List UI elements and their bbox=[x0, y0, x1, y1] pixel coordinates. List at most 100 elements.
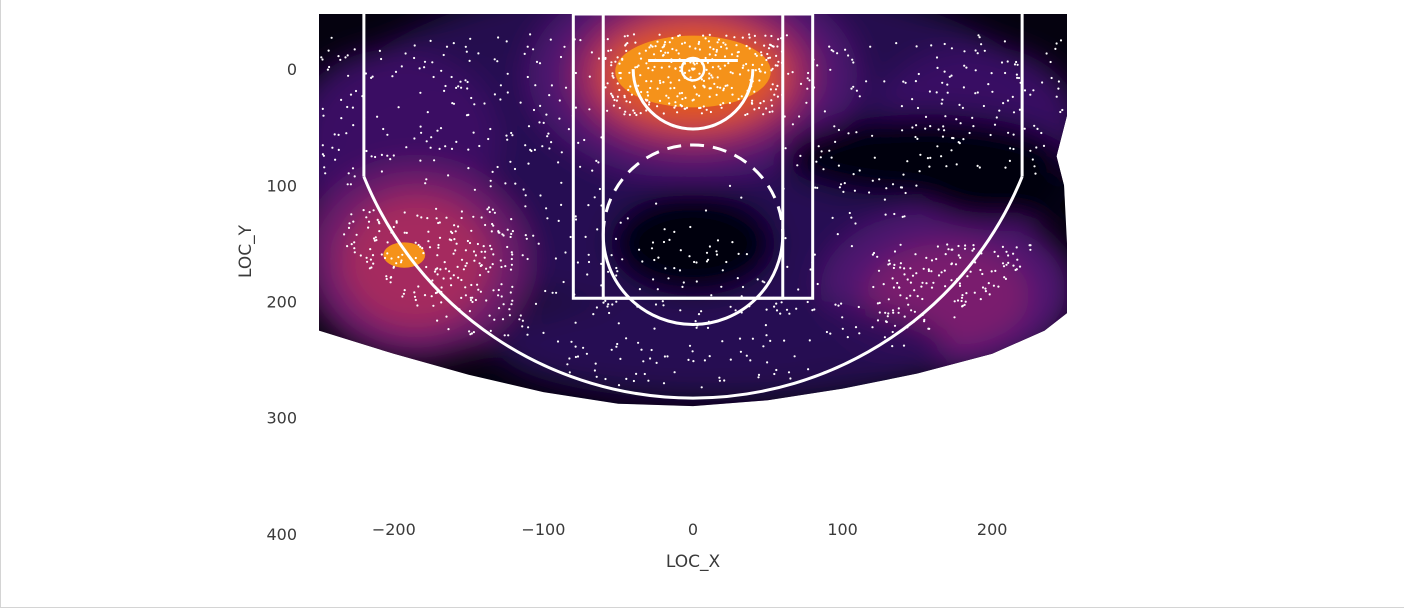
shot-point bbox=[855, 89, 859, 92]
shot-point bbox=[638, 288, 642, 291]
shot-point bbox=[521, 254, 524, 257]
shot-point bbox=[477, 52, 480, 55]
shot-point bbox=[654, 303, 658, 306]
shot-point bbox=[958, 282, 962, 285]
shot-point bbox=[378, 49, 381, 53]
shot-point bbox=[844, 48, 847, 51]
shot-point bbox=[884, 213, 887, 216]
shot-point bbox=[876, 302, 880, 305]
shot-point bbox=[417, 285, 420, 288]
shot-point bbox=[649, 44, 652, 47]
shot-point bbox=[662, 112, 665, 115]
shot-point bbox=[852, 61, 855, 64]
shot-point bbox=[518, 318, 521, 321]
shot-point bbox=[500, 283, 503, 286]
shot-point bbox=[1018, 108, 1022, 111]
shot-point bbox=[554, 257, 558, 260]
shot-point bbox=[1029, 248, 1032, 251]
shot-point bbox=[711, 76, 714, 79]
shot-point bbox=[736, 277, 739, 280]
y-tick-label: 200 bbox=[266, 293, 297, 312]
shot-point bbox=[602, 301, 605, 304]
shot-point bbox=[355, 233, 358, 236]
shot-point bbox=[401, 295, 404, 298]
shot-point bbox=[776, 45, 779, 48]
shot-point bbox=[545, 207, 548, 210]
shot-point bbox=[635, 113, 638, 117]
shot-point bbox=[401, 253, 404, 256]
shot-point bbox=[777, 38, 780, 41]
shot-point bbox=[653, 65, 656, 68]
shot-point bbox=[935, 257, 938, 261]
shot-point bbox=[702, 84, 705, 87]
shot-point bbox=[852, 85, 855, 88]
shot-point bbox=[633, 111, 636, 115]
shot-point bbox=[950, 47, 954, 50]
shot-point bbox=[616, 95, 620, 98]
shot-point bbox=[737, 252, 740, 255]
shot-point bbox=[799, 154, 802, 157]
shot-point bbox=[645, 62, 648, 65]
shot-point bbox=[504, 182, 507, 185]
shot-point bbox=[854, 326, 858, 329]
shot-point bbox=[650, 348, 653, 352]
shot-point bbox=[643, 372, 646, 376]
shot-point bbox=[791, 71, 794, 74]
shot-point bbox=[1007, 254, 1010, 257]
shot-point bbox=[369, 248, 372, 251]
shot-point bbox=[522, 188, 525, 191]
shot-point bbox=[526, 75, 529, 79]
shot-point bbox=[941, 135, 945, 138]
shot-point bbox=[509, 268, 513, 271]
shot-point bbox=[913, 289, 916, 292]
shot-point bbox=[539, 194, 542, 197]
shot-point bbox=[509, 160, 512, 163]
shot-point bbox=[1006, 60, 1009, 63]
shot-point bbox=[464, 286, 467, 289]
shot-point bbox=[903, 315, 906, 318]
shot-point bbox=[1028, 244, 1031, 247]
shot-point bbox=[590, 51, 594, 54]
shot-point bbox=[427, 240, 430, 243]
shot-point bbox=[497, 230, 500, 233]
shot-point bbox=[853, 189, 857, 192]
shot-point bbox=[395, 221, 398, 224]
shot-point bbox=[914, 80, 918, 83]
shot-point bbox=[649, 357, 652, 360]
shot-point bbox=[961, 305, 964, 308]
shot-point bbox=[596, 228, 599, 231]
shot-point bbox=[891, 183, 895, 186]
shot-point bbox=[471, 296, 474, 299]
shot-point bbox=[557, 161, 560, 164]
shot-point bbox=[383, 256, 387, 260]
shot-point bbox=[865, 80, 868, 83]
shot-point bbox=[1004, 166, 1007, 169]
shot-point bbox=[965, 66, 968, 69]
shot-point bbox=[899, 294, 902, 297]
shot-point bbox=[839, 183, 843, 186]
shot-point bbox=[916, 106, 920, 110]
shot-point bbox=[615, 300, 618, 303]
shot-point bbox=[960, 296, 964, 299]
shot-point bbox=[681, 285, 684, 288]
shot-point bbox=[385, 275, 388, 278]
shot-point bbox=[943, 42, 946, 46]
shot-point bbox=[444, 84, 447, 88]
shot-point bbox=[947, 248, 950, 251]
shot-point bbox=[978, 166, 981, 169]
shot-point bbox=[685, 106, 689, 109]
shot-point bbox=[749, 359, 752, 362]
shot-point bbox=[376, 218, 379, 221]
shot-point bbox=[403, 211, 406, 214]
shot-point bbox=[436, 273, 439, 276]
shot-point bbox=[521, 325, 524, 328]
shot-point bbox=[612, 104, 616, 107]
shot-point bbox=[704, 209, 708, 212]
shot-point bbox=[352, 124, 355, 127]
shot-point bbox=[828, 45, 831, 48]
shot-point bbox=[711, 66, 715, 69]
shot-point bbox=[884, 311, 887, 314]
shot-point bbox=[668, 102, 671, 105]
shot-point bbox=[638, 52, 641, 55]
shot-point bbox=[787, 371, 791, 374]
